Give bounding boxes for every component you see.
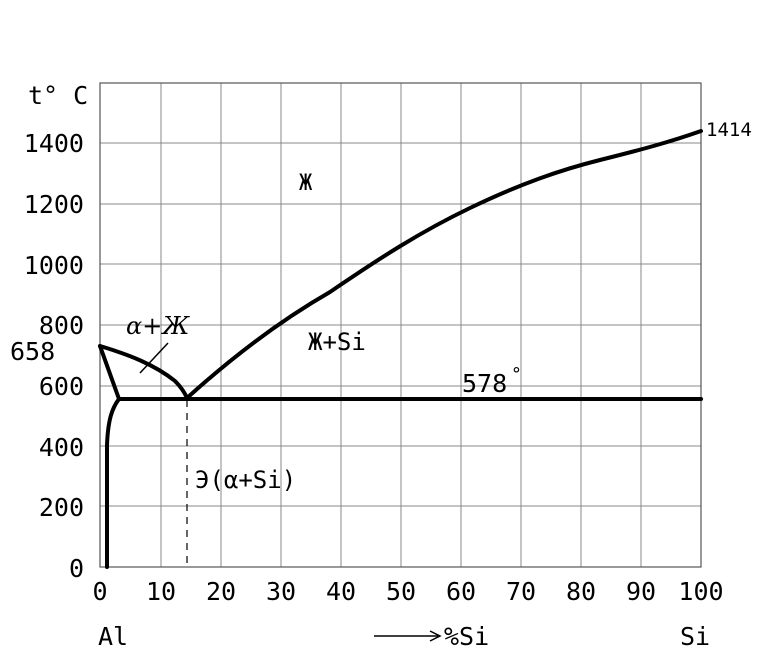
region-eutectic: Э(α+Si) [195, 466, 296, 494]
si-melting-label: 1414 [706, 119, 752, 141]
y-tick: 1200 [24, 190, 84, 219]
region-liquid-si: Ж+Si [308, 328, 366, 356]
eutectic-temp-label: 578 [462, 369, 507, 398]
x-tick: 10 [146, 577, 176, 606]
x-tick: 20 [206, 577, 236, 606]
y-tick: 1000 [24, 251, 84, 280]
x-left-label: Al [98, 622, 128, 651]
y-tick: 400 [39, 433, 84, 462]
y-tick: 600 [39, 372, 84, 401]
x-tick-labels: 0 10 20 30 40 50 60 70 80 90 100 [92, 577, 723, 606]
x-tick: 60 [446, 577, 476, 606]
x-tick: 50 [386, 577, 416, 606]
y-tick: 200 [39, 493, 84, 522]
y-tick: 1400 [24, 129, 84, 158]
x-axis-title: %Si [444, 622, 489, 651]
y-tick: 0 [69, 554, 84, 583]
x-tick: 30 [266, 577, 296, 606]
x-tick: 100 [678, 577, 723, 606]
alpha-liquid-leader [139, 342, 169, 374]
solidus-alpha [98, 344, 121, 401]
x-tick: 70 [506, 577, 536, 606]
arrow-head-icon [429, 630, 442, 642]
x-tick: 80 [566, 577, 596, 606]
phase-boundaries [98, 129, 703, 569]
region-liquid: Ж [299, 171, 313, 196]
x-tick: 40 [326, 577, 356, 606]
y-tick: 800 [39, 311, 84, 340]
liquidus-al [98, 344, 189, 400]
eutectic-degree: ° [511, 364, 522, 385]
x-tick: 0 [92, 577, 107, 606]
liquidus-si [185, 129, 703, 400]
x-tick: 90 [626, 577, 656, 606]
y-tick-labels: 0 200 400 600 800 1000 1200 1400 [24, 129, 84, 583]
region-alpha-liquid: α+Ж [126, 312, 190, 340]
al-melting-label: 658 [10, 337, 55, 366]
solvus-alpha [105, 397, 121, 569]
plot-frame [99, 82, 702, 568]
y-axis-label: t° C [28, 81, 88, 110]
x-right-label: Si [680, 622, 710, 651]
